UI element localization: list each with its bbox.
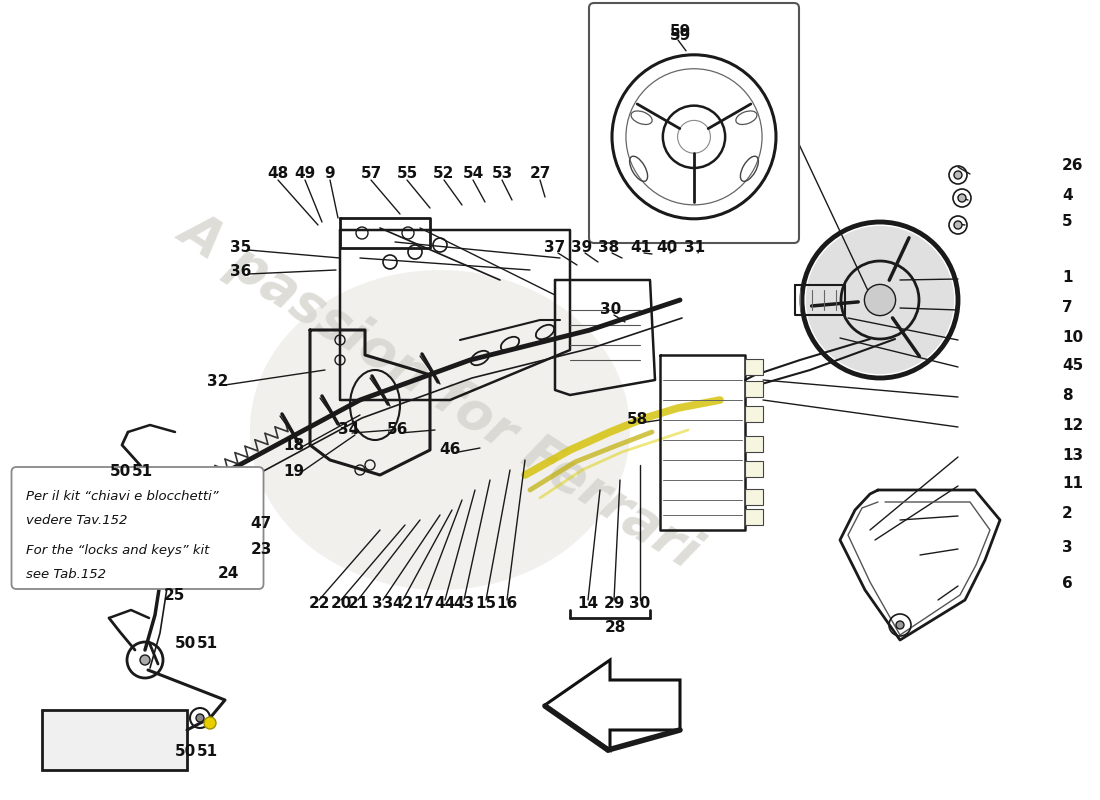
Text: 44: 44 <box>434 595 455 610</box>
Text: 47: 47 <box>251 517 272 531</box>
Text: 48: 48 <box>267 166 288 181</box>
Text: 34: 34 <box>339 422 360 438</box>
Text: 19: 19 <box>284 463 305 478</box>
Text: 9: 9 <box>324 166 336 181</box>
FancyBboxPatch shape <box>745 461 763 477</box>
Text: 59: 59 <box>670 25 691 39</box>
Text: 21: 21 <box>348 595 369 610</box>
Text: 52: 52 <box>433 166 454 181</box>
Text: 25: 25 <box>163 589 185 603</box>
FancyBboxPatch shape <box>745 359 763 375</box>
Text: 58: 58 <box>626 411 648 426</box>
Text: 30: 30 <box>601 302 621 318</box>
Text: 15: 15 <box>475 595 496 610</box>
FancyBboxPatch shape <box>588 3 799 243</box>
Text: 6: 6 <box>1062 577 1072 591</box>
Circle shape <box>896 621 904 629</box>
Text: 42: 42 <box>393 595 414 610</box>
Text: 7: 7 <box>1062 301 1072 315</box>
Text: 51: 51 <box>131 463 153 478</box>
FancyBboxPatch shape <box>745 381 763 397</box>
Text: 3: 3 <box>1062 539 1072 554</box>
Circle shape <box>204 717 216 729</box>
Text: 57: 57 <box>361 166 382 181</box>
Text: 59: 59 <box>670 29 691 43</box>
Text: 51: 51 <box>197 635 218 650</box>
Text: 16: 16 <box>496 595 518 610</box>
Text: 54: 54 <box>462 166 484 181</box>
Text: 24: 24 <box>218 566 239 581</box>
Text: 13: 13 <box>1062 447 1084 462</box>
Text: 51: 51 <box>197 745 218 759</box>
Text: 20: 20 <box>330 595 352 610</box>
Text: 10: 10 <box>1062 330 1084 346</box>
Circle shape <box>865 284 895 315</box>
Text: 39: 39 <box>571 239 593 254</box>
Text: 38: 38 <box>598 239 619 254</box>
Text: 56: 56 <box>386 422 408 438</box>
Text: 31: 31 <box>684 239 705 254</box>
Text: For the “locks and keys” kit: For the “locks and keys” kit <box>26 544 210 557</box>
Text: 46: 46 <box>439 442 461 458</box>
Text: 28: 28 <box>604 621 626 635</box>
Text: 26: 26 <box>1062 158 1084 173</box>
Text: 37: 37 <box>544 239 565 254</box>
Text: 12: 12 <box>1062 418 1084 433</box>
Circle shape <box>140 655 150 665</box>
Text: 8: 8 <box>1062 387 1072 402</box>
Text: 4: 4 <box>1062 187 1072 202</box>
Text: 50: 50 <box>109 463 131 478</box>
Text: 50: 50 <box>175 745 196 759</box>
Text: 45: 45 <box>1062 358 1084 373</box>
Ellipse shape <box>250 270 630 590</box>
Text: 11: 11 <box>1062 477 1084 491</box>
Text: 18: 18 <box>284 438 305 454</box>
Text: 1: 1 <box>1062 270 1072 285</box>
Text: 49: 49 <box>295 166 316 181</box>
Text: 43: 43 <box>453 595 474 610</box>
Polygon shape <box>544 660 680 750</box>
Text: 14: 14 <box>578 595 598 610</box>
Text: 35: 35 <box>230 239 252 254</box>
Text: 50: 50 <box>175 635 196 650</box>
Text: Per il kit “chiavi e blocchetti”: Per il kit “chiavi e blocchetti” <box>26 490 219 503</box>
FancyBboxPatch shape <box>42 710 187 770</box>
Text: 32: 32 <box>207 374 229 390</box>
Text: 27: 27 <box>529 166 551 181</box>
Circle shape <box>954 171 962 179</box>
FancyBboxPatch shape <box>745 436 763 452</box>
Text: vedere Tav.152: vedere Tav.152 <box>26 514 128 527</box>
Text: 36: 36 <box>230 265 252 279</box>
Text: 40: 40 <box>657 239 678 254</box>
Text: 5: 5 <box>1062 214 1072 230</box>
Text: 29: 29 <box>603 595 625 610</box>
Text: 55: 55 <box>396 166 418 181</box>
Circle shape <box>196 714 204 722</box>
Circle shape <box>958 194 966 202</box>
FancyBboxPatch shape <box>11 467 264 589</box>
Text: 17: 17 <box>414 595 435 610</box>
Text: 22: 22 <box>308 595 330 610</box>
Text: 33: 33 <box>373 595 394 610</box>
Text: 2: 2 <box>1062 506 1072 522</box>
Circle shape <box>954 221 962 229</box>
Circle shape <box>806 226 954 374</box>
FancyBboxPatch shape <box>745 509 763 525</box>
Text: 53: 53 <box>492 166 513 181</box>
FancyBboxPatch shape <box>745 489 763 505</box>
Text: see Tab.152: see Tab.152 <box>26 568 107 581</box>
Text: 41: 41 <box>630 239 651 254</box>
Text: 23: 23 <box>251 542 272 557</box>
Circle shape <box>163 493 177 507</box>
Text: A passion for Ferrari: A passion for Ferrari <box>170 202 710 578</box>
FancyBboxPatch shape <box>745 406 763 422</box>
Text: 30: 30 <box>629 595 650 610</box>
